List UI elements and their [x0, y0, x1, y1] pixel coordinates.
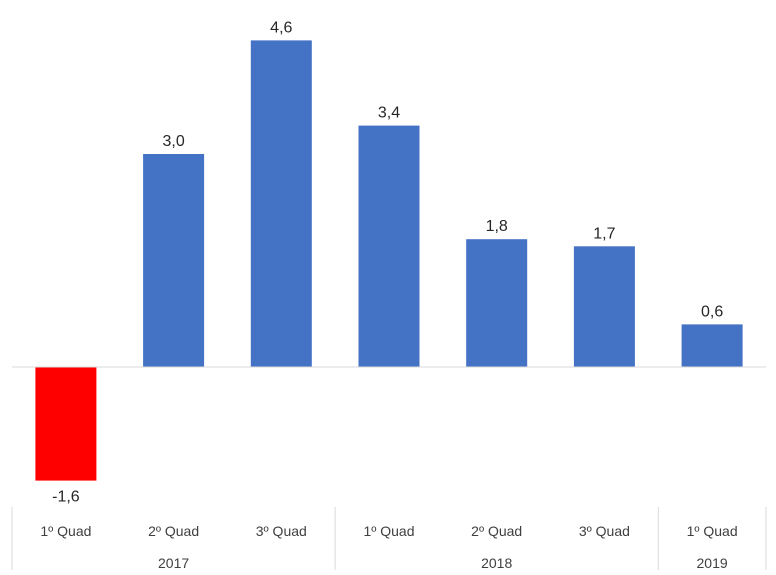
category-label-1: 1º Quad	[40, 523, 91, 539]
category-label-3: 3º Quad	[256, 523, 307, 539]
data-label-1: -1,6	[52, 489, 80, 506]
bar-6	[573, 246, 635, 367]
bar-1	[35, 367, 97, 481]
bar-5	[466, 239, 528, 367]
category-label-2: 2º Quad	[148, 523, 199, 539]
data-labels-layer: -1,6 3,0 4,6 3,4 1,8 1,7 0,6	[52, 19, 723, 505]
x-axis: 1º Quad 2º Quad 3º Quad 1º Quad 2º Quad 3º Qu…	[11, 366, 767, 575]
category-label-7: 1º Quad	[687, 523, 738, 539]
bar-4	[358, 125, 420, 367]
category-label-6: 3º Quad	[579, 523, 630, 539]
group-label-2018: 2018	[481, 555, 512, 570]
bar-2	[143, 154, 205, 367]
data-label-5: 1,8	[486, 218, 508, 235]
data-label-4: 3,4	[378, 105, 400, 122]
data-label-3: 4,6	[270, 19, 292, 36]
category-label-4: 1º Quad	[363, 523, 414, 539]
group-label-2019: 2019	[697, 555, 728, 570]
bar-7	[681, 324, 743, 367]
bars-layer	[35, 40, 743, 481]
bar-3	[250, 40, 312, 368]
data-label-6: 1,7	[593, 225, 615, 242]
group-label-2017: 2017	[158, 555, 189, 570]
data-label-2: 3,0	[162, 133, 184, 150]
category-label-5: 2º Quad	[471, 523, 522, 539]
data-label-7: 0,6	[701, 303, 723, 320]
